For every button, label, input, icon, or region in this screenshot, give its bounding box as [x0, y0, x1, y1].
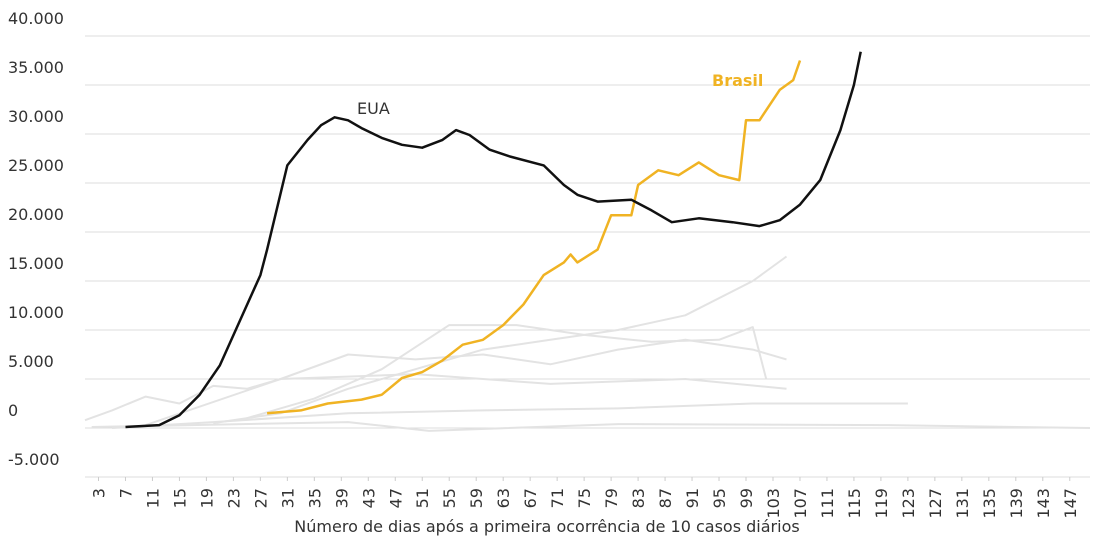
x-tick-label: 75 — [575, 488, 594, 508]
x-tick-label: 79 — [602, 488, 621, 508]
series-line — [266, 60, 802, 415]
background-line — [213, 255, 788, 425]
x-tick-label: 7 — [116, 488, 135, 498]
x-tick-label: 111 — [818, 488, 837, 519]
x-tick-label: 99 — [737, 488, 756, 508]
x-tick-label: 27 — [251, 488, 270, 508]
series-line — [125, 51, 862, 429]
x-tick-label: 127 — [926, 488, 945, 519]
x-tick-label: 59 — [467, 488, 486, 508]
x-tick-label: 15 — [170, 488, 189, 508]
x-tick-label: 95 — [710, 488, 729, 508]
x-tick-label: 3 — [89, 488, 108, 498]
x-tick-label: 135 — [980, 488, 999, 519]
series-label: Brasil — [712, 71, 763, 90]
background-line — [111, 402, 908, 429]
background-line — [91, 421, 1091, 432]
y-tick-label: 20.000 — [8, 205, 64, 224]
x-tick-label: 11 — [143, 488, 162, 508]
x-tick-label: 91 — [683, 488, 702, 508]
y-tick-label: 35.000 — [8, 58, 64, 77]
y-tick-label: -5.000 — [8, 450, 60, 469]
x-tick-label: 19 — [197, 488, 216, 508]
x-tick-label: 63 — [494, 488, 513, 508]
x-tick-label: 67 — [521, 488, 540, 508]
x-axis-label: Número de dias após a primeira ocorrênci… — [294, 517, 799, 536]
x-tick-label: 51 — [413, 488, 432, 508]
x-tick-label: 31 — [278, 488, 297, 508]
background-line — [84, 338, 787, 422]
background-line — [246, 324, 768, 420]
x-tick-label: 39 — [332, 488, 351, 508]
y-tick-label: 30.000 — [8, 107, 64, 126]
x-tick-label: 35 — [305, 488, 324, 508]
x-tick-label: 107 — [791, 488, 810, 519]
x-tick-label: 123 — [899, 488, 918, 519]
y-tick-label: 10.000 — [8, 303, 64, 322]
y-tick-label: 5.000 — [8, 352, 54, 371]
background-line — [145, 373, 787, 427]
y-tick-label: 15.000 — [8, 254, 64, 273]
x-tick-label: 87 — [656, 488, 675, 508]
x-tick-label: 83 — [629, 488, 648, 508]
series-label: EUA — [357, 99, 390, 118]
x-tick-label: 139 — [1007, 488, 1026, 519]
x-tick-label: 147 — [1061, 488, 1080, 519]
x-tick-label: 119 — [872, 488, 891, 519]
x-tick-label: 55 — [440, 488, 459, 508]
y-tick-label: 40.000 — [8, 9, 64, 28]
x-tick-label: 131 — [953, 488, 972, 519]
x-tick-label: 71 — [548, 488, 567, 508]
x-tick-label: 143 — [1034, 488, 1053, 519]
y-tick-label: 0 — [8, 401, 18, 420]
x-tick-label: 47 — [386, 488, 405, 508]
x-tick-label: 43 — [359, 488, 378, 508]
y-tick-label: 25.000 — [8, 156, 64, 175]
x-tick-label: 103 — [764, 488, 783, 519]
x-tick-label: 23 — [224, 488, 243, 508]
x-tick-label: 115 — [845, 488, 864, 519]
